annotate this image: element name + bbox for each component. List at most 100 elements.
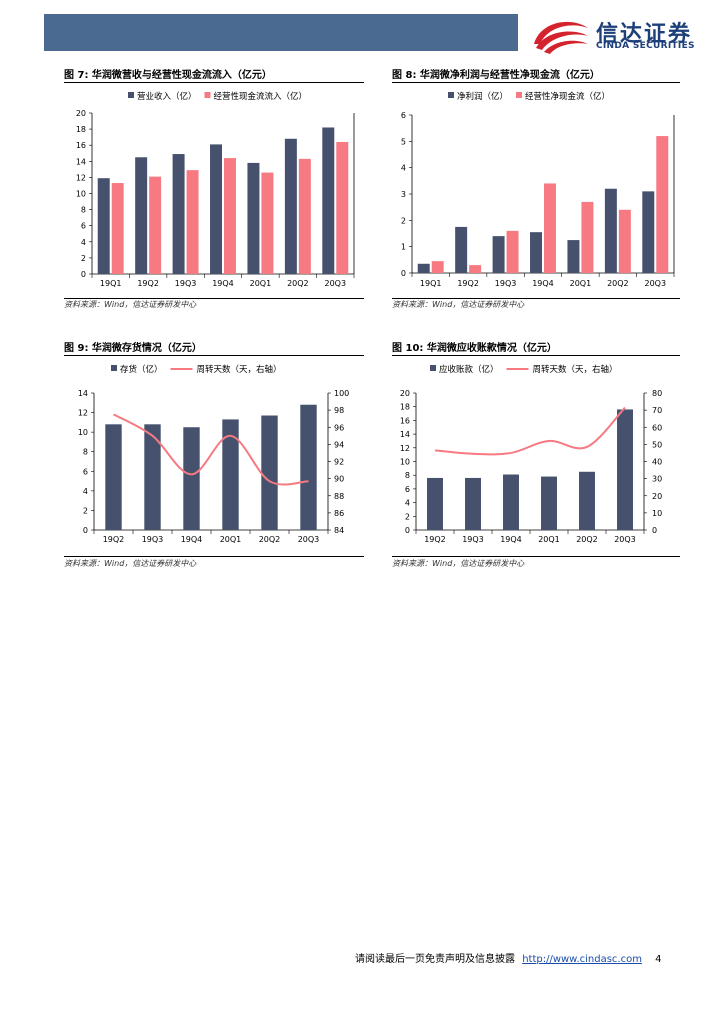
legend-swatch (111, 365, 117, 371)
y-tick-label: 0 (81, 270, 86, 279)
y-tick-label: 14 (76, 157, 86, 166)
y-tick-label: 6 (81, 222, 86, 231)
bar (111, 183, 124, 274)
bar (105, 424, 122, 530)
y2-tick-label: 98 (334, 406, 344, 415)
y-tick-label: 12 (400, 444, 410, 453)
y-tick-label: 14 (78, 389, 88, 398)
bar (506, 230, 519, 273)
bar (172, 154, 185, 274)
y2-tick-label: 100 (334, 389, 349, 398)
x-tick-label: 20Q2 (259, 535, 281, 544)
figure-10-source: 资料来源：Wind，信达证券研发中心 (392, 559, 525, 568)
bar (544, 183, 556, 273)
x-tick-label: 20Q3 (644, 279, 666, 288)
figure-9-source: 资料来源：Wind，信达证券研发中心 (64, 559, 197, 568)
bar (530, 232, 542, 273)
bar (300, 404, 317, 530)
bar (618, 209, 631, 273)
figure-8-title: 图 8: 华润微净利润与经营性净现金流（亿元） (392, 70, 600, 81)
y-tick-label: 8 (405, 471, 410, 480)
x-tick-label: 19Q4 (500, 535, 522, 544)
bar (431, 261, 444, 273)
bar (492, 236, 505, 273)
y-tick-label: 20 (76, 109, 86, 118)
bar (336, 141, 349, 274)
figure-7-chart: 0 2 4 6 8 10 12 14 16 18 20 19Q1 19Q2 19Q3 19Q4 20Q1 20Q… (76, 91, 355, 288)
figure-10-title: 图 10: 华润微应收账款情况（亿元） (392, 343, 557, 354)
y-tick-label: 0 (83, 526, 88, 535)
x-tick-label: 20Q3 (614, 535, 636, 544)
bar (183, 427, 200, 530)
x-tick-label: 19Q4 (181, 535, 203, 544)
y-tick-label: 3 (401, 190, 406, 199)
y-tick-label: 2 (83, 506, 88, 515)
bar (465, 477, 481, 530)
y-tick-label: 18 (400, 403, 410, 412)
x-tick-label: 19Q3 (142, 535, 164, 544)
y-tick-label: 14 (400, 430, 410, 439)
figure-7-source-rule (64, 298, 364, 299)
y-tick-label: 4 (405, 499, 410, 508)
legend-label: 营业收入（亿） (137, 91, 197, 102)
y-tick-label: 6 (405, 485, 410, 494)
bar (261, 415, 278, 530)
y2-tick-label: 84 (334, 526, 344, 535)
y-tick-label: 18 (76, 125, 86, 134)
y-tick-label: 20 (400, 389, 410, 398)
x-tick-label: 19Q4 (212, 279, 234, 288)
x-tick-label: 19Q1 (100, 279, 122, 288)
bar (135, 157, 148, 274)
bar (149, 176, 162, 274)
x-tick-label: 20Q1 (250, 279, 272, 288)
bar (604, 188, 617, 273)
y2-tick-label: 30 (652, 475, 662, 484)
bar (210, 144, 222, 274)
series-line (434, 406, 626, 456)
figure-8-source: 资料来源：Wind，信达证券研发中心 (392, 300, 525, 309)
x-tick-label: 20Q2 (607, 279, 629, 288)
x-tick-label: 19Q2 (103, 535, 125, 544)
bar (298, 158, 311, 274)
x-tick-label: 20Q3 (298, 535, 320, 544)
logo-text-en: CINDA SECURITIES (596, 41, 695, 51)
y-tick-label: 10 (76, 190, 86, 199)
y-tick-label: 0 (401, 269, 406, 278)
header-bar (44, 14, 518, 51)
x-tick-label: 20Q1 (538, 535, 560, 544)
x-tick-label: 19Q3 (495, 279, 517, 288)
figure-10-chart: 0 2 4 6 8 10 12 14 16 18 20 19Q2 19Q3 19Q4 20Q1 20Q2 20Q… (400, 364, 662, 544)
legend-swatch (448, 92, 454, 98)
figure-9-chart: 0 2 4 6 8 10 12 14 19Q2 19Q3 19Q4 20Q1 20Q2 20Q3 存货（亿）… (78, 364, 349, 544)
y-tick-label: 5 (401, 137, 406, 146)
page-number: 4 (655, 954, 662, 965)
footer-website-link[interactable]: http://www.cindasc.com (522, 954, 642, 965)
y2-tick-label: 92 (334, 458, 344, 467)
legend-label: 周转天数（天，右轴） (533, 364, 618, 375)
figure-9-title: 图 9: 华润微存货情况（亿元） (64, 343, 202, 354)
y-tick-label: 6 (83, 467, 88, 476)
bar (427, 477, 443, 530)
y2-tick-label: 50 (652, 440, 662, 449)
bar (617, 409, 633, 530)
footer-disclaimer-text: 请阅读最后一页免责声明及信息披露 (355, 954, 515, 965)
y2-tick-label: 0 (652, 526, 657, 535)
y-tick-label: 8 (81, 206, 86, 215)
bar (656, 136, 669, 273)
bar (284, 138, 297, 274)
y-tick-label: 10 (78, 428, 88, 437)
x-tick-label: 19Q2 (137, 279, 159, 288)
y2-tick-label: 90 (334, 475, 344, 484)
y2-tick-label: 70 (652, 406, 662, 415)
cinda-logo: 信达证券 CINDA SECURITIES (530, 14, 710, 56)
y-tick-label: 2 (81, 254, 86, 263)
figure-7-source: 资料来源：Wind，信达证券研发中心 (64, 300, 197, 309)
y2-tick-label: 40 (652, 458, 662, 467)
x-tick-label: 20Q1 (570, 279, 592, 288)
legend-label: 净利润（亿） (457, 91, 508, 102)
legend-label: 存货（亿） (120, 364, 163, 375)
bar (567, 240, 580, 273)
x-tick-label: 20Q2 (576, 535, 598, 544)
y2-tick-label: 86 (334, 509, 344, 518)
x-tick-label: 19Q1 (420, 279, 442, 288)
